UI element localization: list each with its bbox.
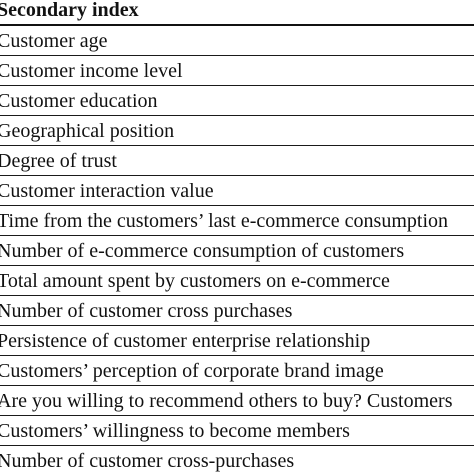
table-row: Degree of trust <box>0 146 474 176</box>
table-cell: Degree of trust <box>0 150 117 172</box>
table-row: Geographical position <box>0 116 474 146</box>
table-row: Are you willing to recommend others to b… <box>0 386 474 416</box>
table-cell: Customers’ perception of corporate brand… <box>0 360 384 382</box>
table-cell: Number of customer cross purchases <box>0 300 293 322</box>
table-row: Customer age <box>0 26 474 56</box>
table-cell: Persistence of customer enterprise relat… <box>0 330 371 352</box>
table-row: Total amount spent by customers on e-com… <box>0 266 474 296</box>
table-row: Time from the customers’ last e-commerce… <box>0 206 474 236</box>
table-row: Persistence of customer enterprise relat… <box>0 326 474 356</box>
table-cell: Number of e-commerce consumption of cust… <box>0 240 405 262</box>
column-header-secondary-index: Secondary index <box>0 0 139 21</box>
table-row: Customer income level <box>0 56 474 86</box>
table-row: Number of customer cross purchases <box>0 296 474 326</box>
table-cell: Total amount spent by customers on e-com… <box>0 270 390 292</box>
table-header-row: Secondary index <box>0 0 474 26</box>
table-row: Customers’ willingness to become members <box>0 416 474 446</box>
table-cell: Number of customer cross-purchases <box>0 450 295 472</box>
table-cell: Customer interaction value <box>0 180 214 202</box>
table-cell: Customer education <box>0 90 158 112</box>
table-cell: Geographical position <box>0 120 175 142</box>
table-cell: Time from the customers’ last e-commerce… <box>0 210 449 232</box>
table-row: Customers’ perception of corporate brand… <box>0 356 474 386</box>
table-cell: Customer age <box>0 30 108 52</box>
table-cell: Customer income level <box>0 60 183 82</box>
table-cell: Customers’ willingness to become members <box>0 420 350 442</box>
table-cell: Are you willing to recommend others to b… <box>0 390 453 412</box>
table-row: Customer interaction value <box>0 176 474 206</box>
table-row: Number of customer cross-purchases <box>0 446 474 474</box>
table-row: Customer education <box>0 86 474 116</box>
table-row: Number of e-commerce consumption of cust… <box>0 236 474 266</box>
